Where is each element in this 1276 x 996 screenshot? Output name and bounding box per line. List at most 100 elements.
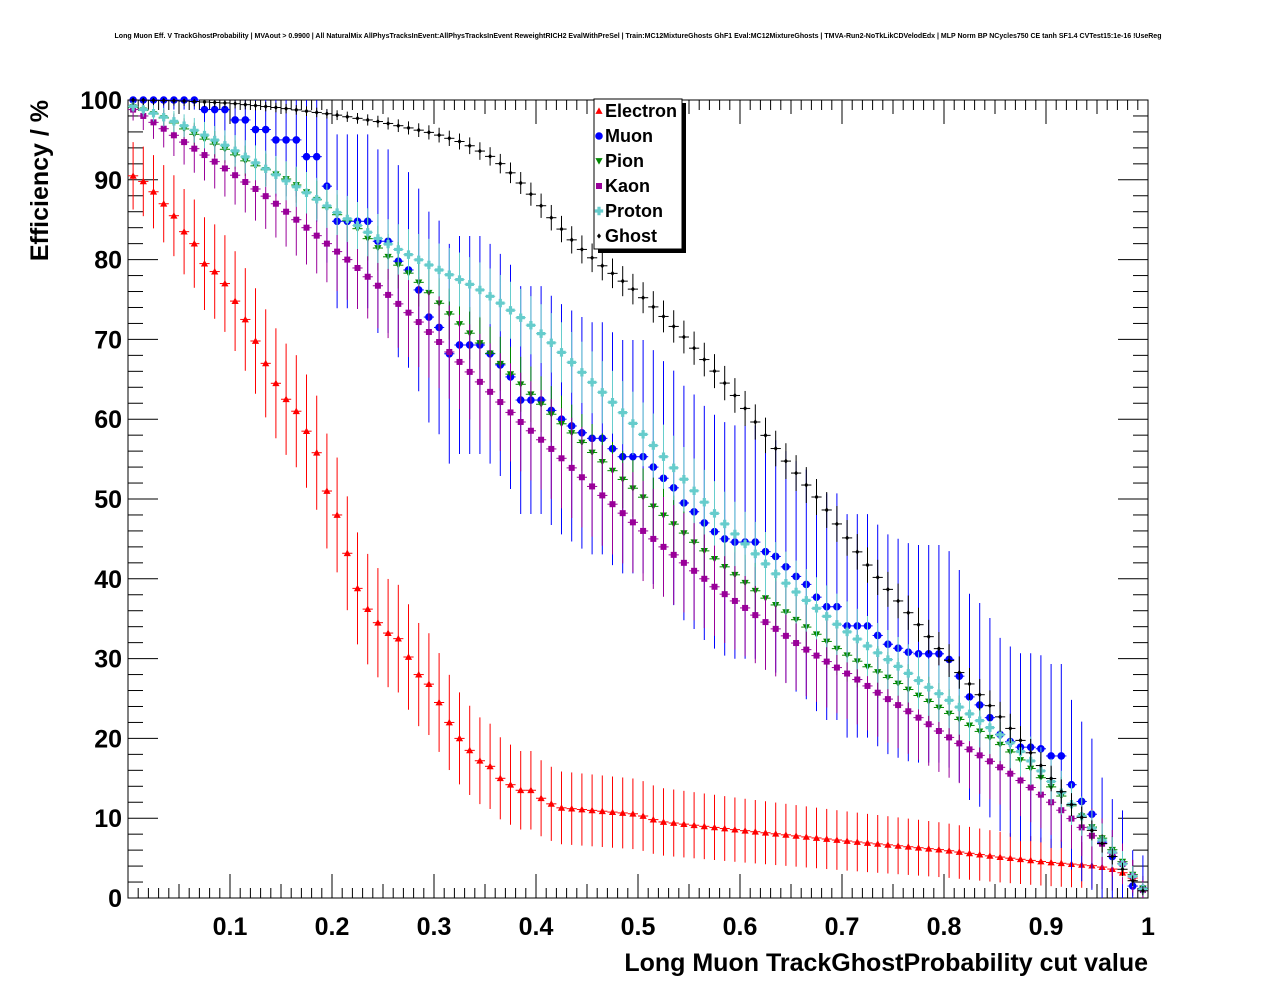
data-point — [659, 452, 668, 461]
data-point — [262, 193, 269, 200]
data-point — [180, 228, 188, 235]
data-point — [374, 619, 382, 626]
data-point — [946, 734, 953, 741]
data-point — [1006, 854, 1014, 862]
data-point — [812, 604, 821, 613]
x-axis-title: Long Muon TrackGhostProbability cut valu… — [624, 949, 1148, 977]
x-tick-label: 0.5 — [621, 913, 656, 941]
data-point — [579, 246, 584, 253]
data-point — [762, 619, 769, 626]
data-point — [781, 578, 791, 588]
data-point — [128, 102, 138, 111]
data-point — [202, 99, 207, 105]
data-point — [517, 418, 524, 425]
data-point — [588, 806, 596, 814]
data-point — [404, 653, 413, 660]
data-point — [161, 97, 166, 104]
data-point — [854, 676, 861, 683]
data-point — [506, 781, 515, 788]
data-point — [926, 634, 931, 640]
data-point — [465, 280, 474, 289]
legend-marker-electron — [595, 107, 603, 114]
y-tick-label: 70 — [94, 326, 122, 354]
data-point — [629, 452, 637, 461]
data-point — [282, 395, 290, 403]
data-point — [884, 696, 891, 703]
data-point — [568, 805, 576, 812]
data-point — [651, 304, 656, 310]
x-tick-label: 0.1 — [213, 913, 248, 941]
data-point — [772, 830, 780, 837]
data-point — [149, 108, 158, 118]
data-point — [455, 275, 464, 284]
data-point — [312, 194, 321, 204]
data-point — [702, 356, 707, 363]
data-point — [323, 240, 330, 247]
data-point — [434, 265, 444, 275]
data-point — [578, 805, 586, 813]
data-point — [638, 430, 648, 439]
data-point — [516, 313, 525, 322]
data-point — [210, 135, 219, 145]
data-point — [916, 622, 921, 628]
legend-label-pion: Pion — [605, 151, 644, 171]
legend-label-kaon: Kaon — [605, 176, 650, 196]
data-point — [251, 337, 260, 344]
data-point — [1028, 750, 1033, 756]
data-point — [445, 718, 453, 726]
data-point — [313, 232, 320, 239]
data-point — [772, 625, 779, 632]
data-point — [322, 201, 332, 211]
data-point — [1017, 777, 1024, 784]
data-point — [445, 270, 454, 279]
data-point — [598, 388, 607, 397]
data-point — [700, 497, 709, 507]
data-point — [998, 714, 1003, 720]
data-point — [608, 808, 617, 815]
data-point — [232, 172, 239, 179]
data-point — [374, 282, 381, 289]
data-point — [476, 378, 483, 385]
data-point — [833, 664, 840, 671]
data-point — [590, 255, 595, 261]
data-point — [283, 208, 290, 215]
data-point — [475, 285, 485, 295]
y-tick-label: 60 — [94, 406, 122, 434]
data-point — [873, 648, 882, 658]
y-tick-label: 80 — [94, 247, 122, 275]
data-point — [242, 178, 249, 185]
data-point — [353, 584, 362, 592]
data-point — [394, 245, 403, 254]
data-point — [864, 682, 871, 689]
data-point — [212, 99, 217, 106]
data-point — [671, 323, 676, 330]
data-point — [415, 670, 423, 678]
data-point — [824, 507, 829, 513]
y-tick-label: 90 — [94, 167, 122, 195]
data-point — [679, 475, 689, 484]
data-point — [344, 256, 351, 263]
data-point — [814, 494, 819, 500]
data-point — [335, 112, 340, 118]
data-point — [803, 646, 810, 653]
data-point — [874, 689, 881, 696]
data-point — [200, 259, 209, 267]
legend-marker-kaon — [596, 183, 602, 189]
data-point — [976, 850, 984, 858]
data-point — [365, 117, 370, 123]
data-point — [466, 746, 474, 754]
data-point — [731, 826, 739, 833]
data-point — [190, 240, 198, 247]
data-point — [609, 501, 616, 508]
data-point — [272, 136, 280, 144]
data-point — [567, 358, 576, 367]
data-point — [569, 237, 574, 243]
legend-marker-muon — [595, 132, 603, 140]
data-point — [312, 152, 321, 161]
data-point — [822, 612, 831, 621]
data-point — [610, 270, 615, 276]
data-point — [823, 658, 830, 665]
data-point — [884, 841, 892, 848]
data-point — [893, 662, 903, 671]
data-point — [1008, 725, 1013, 732]
